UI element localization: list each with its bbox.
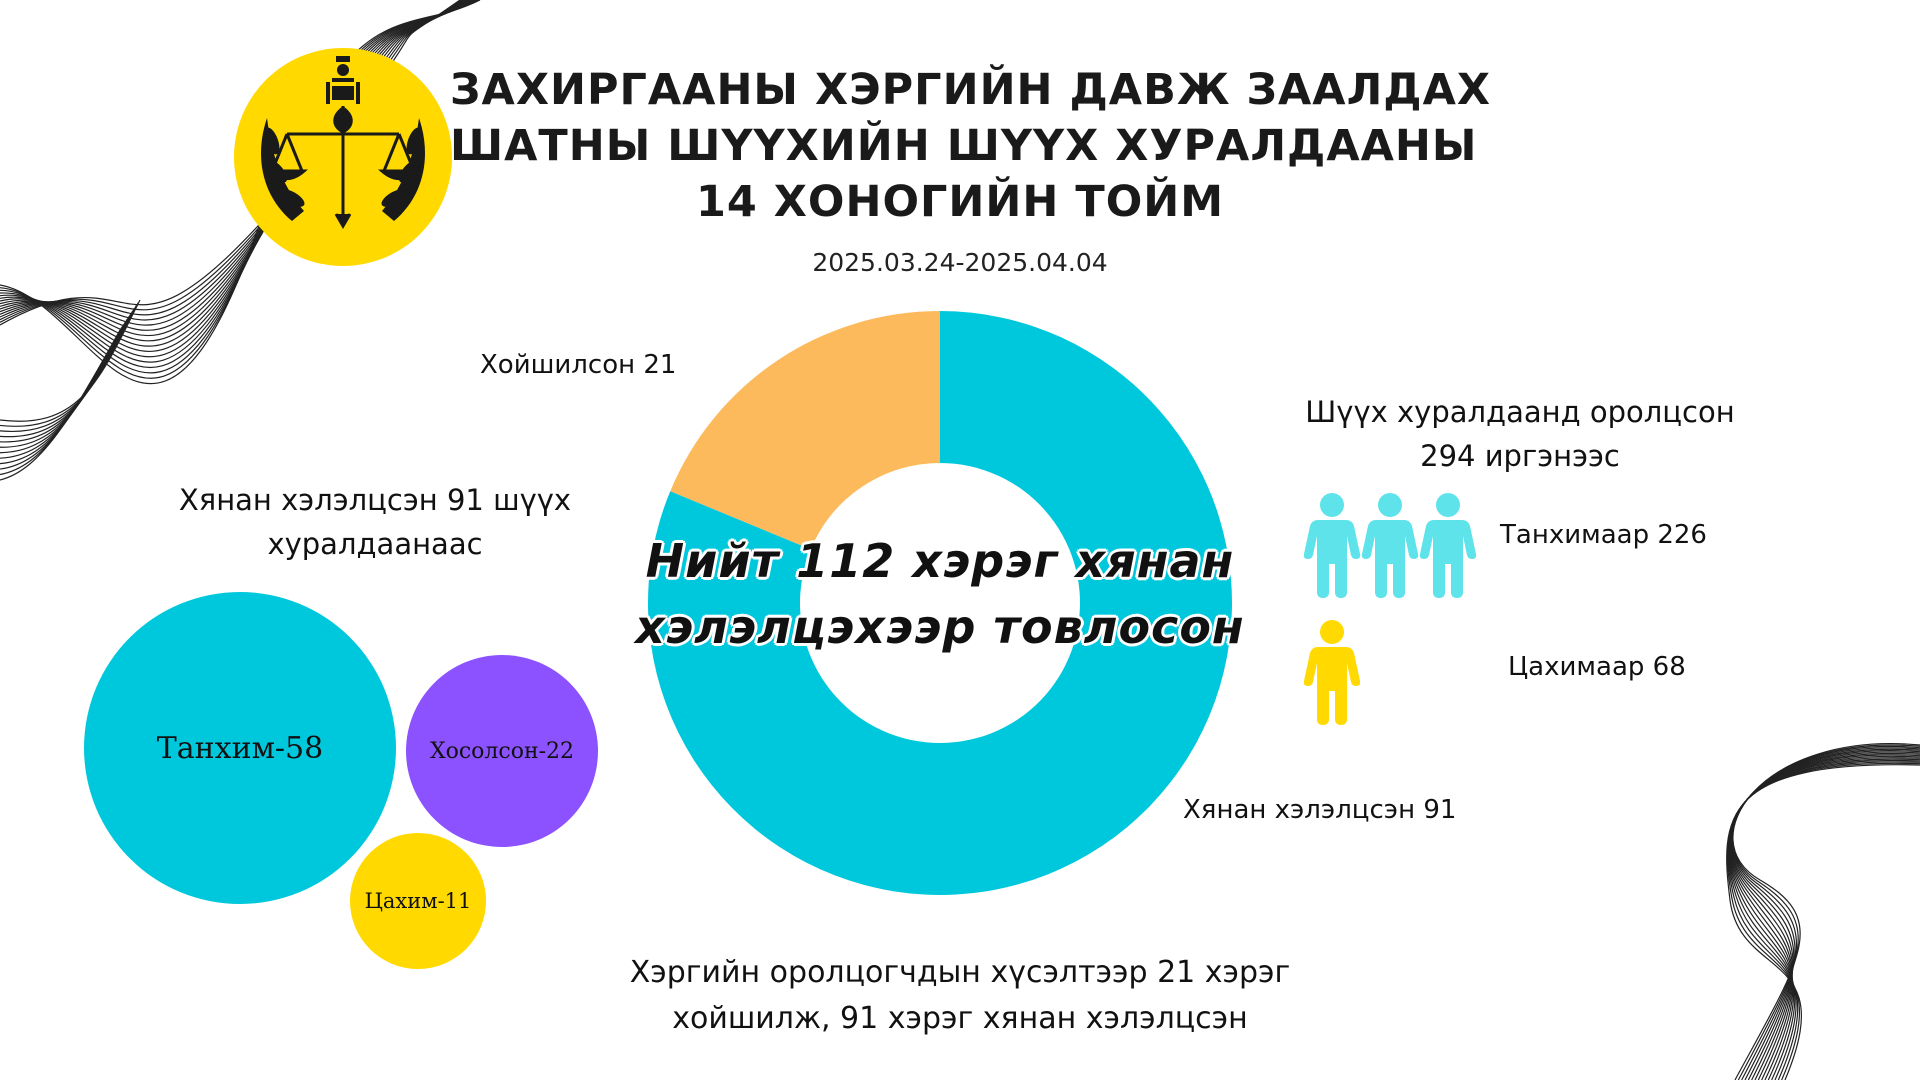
wave-line xyxy=(0,326,123,476)
wave-line xyxy=(1729,754,1920,1080)
wave-line xyxy=(1726,762,1920,1080)
court-emblem-logo xyxy=(234,48,452,266)
wave-line xyxy=(0,329,121,481)
bubble-mixed-label: Хосолсон-22 xyxy=(429,738,575,764)
cases-donut-chart xyxy=(648,311,1232,895)
wave-line xyxy=(0,324,125,470)
person-icon xyxy=(1303,620,1361,725)
wave-line xyxy=(0,321,126,465)
wave-line xyxy=(0,305,137,433)
center-text-line: Нийт 112 хэрэг хянан xyxy=(645,534,1235,588)
bubble-mixed: Хосолсон-22 xyxy=(406,655,598,847)
wave-lines-right xyxy=(1726,743,1920,1080)
wave-line xyxy=(1726,764,1920,1080)
person-icon xyxy=(1361,493,1419,598)
participants-online-label: Цахимаар 68 xyxy=(1508,652,1686,682)
wave-line xyxy=(1730,751,1920,1080)
donut-center-text: Нийт 112 хэрэг хянан хэлэлцэхээр товлосо… xyxy=(620,528,1260,660)
wave-line xyxy=(0,299,141,422)
center-text-line: хэлэлцэхээр товлосон xyxy=(635,600,1245,654)
participants-heading-line: Шүүх хуралдаанд оролцсон xyxy=(1305,395,1735,429)
person-icons-online xyxy=(1303,620,1361,725)
donut-label-reviewed: Хянан хэлэлцсэн 91 xyxy=(1183,795,1457,825)
wave-line xyxy=(1727,759,1920,1080)
participants-hall-label: Танхимаар 226 xyxy=(1500,520,1707,550)
wave-line xyxy=(1728,758,1920,1080)
wave-line xyxy=(1730,748,1920,1080)
summary-line: Хэргийн оролцогчдын хүсэлтээр 21 хэрэг xyxy=(629,955,1291,990)
wave-line xyxy=(0,316,130,454)
wave-line xyxy=(1732,743,1920,1080)
donut-slice-postponed xyxy=(670,311,940,550)
person-icons-hall xyxy=(1303,493,1477,598)
person-icon xyxy=(1419,493,1477,598)
title-line: ШАТНЫ ШҮҮХИЙН ШҮҮХ ХУРАЛДААНЫ xyxy=(450,121,1478,171)
bubble-hall-label: Танхим-58 xyxy=(156,730,324,766)
wave-line xyxy=(1729,755,1920,1080)
page-title: ЗАХИРГААНЫ ХЭРГИЙН ДАВЖ ЗААЛДАХ ШАТНЫ ШҮ… xyxy=(450,62,1492,230)
wave-line xyxy=(1727,761,1920,1080)
hearings-heading-line: хуралдаанаас xyxy=(267,527,483,561)
title-line: 14 ХОНОГИЙН ТОЙМ xyxy=(695,177,1225,227)
participants-heading: Шүүх хуралдаанд оролцсон 294 иргэнээс xyxy=(1290,390,1750,478)
wave-line xyxy=(1730,750,1920,1080)
hearings-heading-line: Хянан хэлэлцсэн 91 шүүх xyxy=(178,483,572,517)
donut-label-postponed: Хойшилсон 21 xyxy=(480,350,677,380)
hearings-heading: Хянан хэлэлцсэн 91 шүүх хуралдаанаас xyxy=(140,478,610,566)
participants-pictograph xyxy=(1303,493,1477,725)
summary-text: Хэргийн оролцогчдын хүсэлтээр 21 хэрэг х… xyxy=(540,950,1380,1042)
person-icon xyxy=(1303,493,1361,598)
bubble-online-label: Цахим-11 xyxy=(364,889,472,913)
summary-line: хойшилж, 91 хэрэг хянан хэлэлцсэн xyxy=(672,1001,1248,1036)
date-range: 2025.03.24-2025.04.04 xyxy=(812,248,1108,277)
participants-heading-line: 294 иргэнээс xyxy=(1420,439,1620,473)
wave-line xyxy=(1731,745,1920,1080)
donut-slice-reviewed xyxy=(648,311,1232,895)
soyombo-icon xyxy=(326,56,360,104)
bubble-online: Цахим-11 xyxy=(350,833,486,969)
bubble-hall: Танхим-58 xyxy=(84,592,396,904)
wave-line xyxy=(0,318,128,459)
wave-line xyxy=(1728,757,1920,1080)
title-line: ЗАХИРГААНЫ ХЭРГИЙН ДАВЖ ЗААЛДАХ xyxy=(450,65,1492,115)
wave-line xyxy=(1729,752,1920,1080)
wave-line xyxy=(1731,744,1920,1080)
scales-of-justice-icon xyxy=(266,106,420,229)
